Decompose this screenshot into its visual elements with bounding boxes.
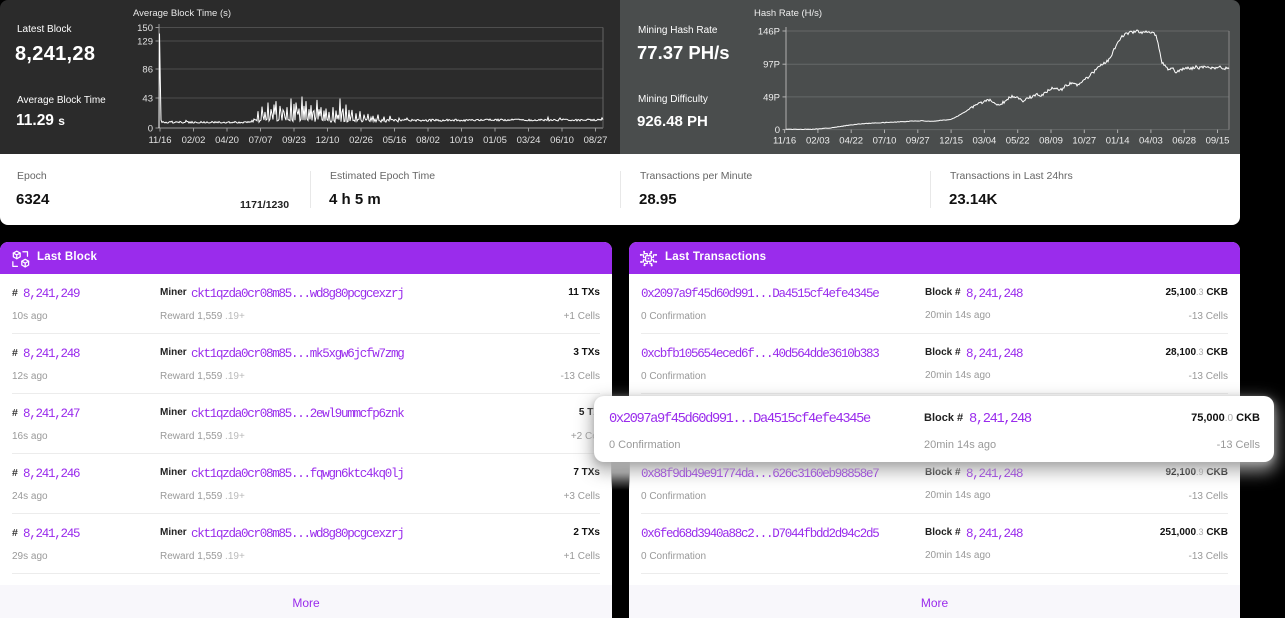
svg-text:03/24: 03/24 bbox=[517, 135, 541, 146]
svg-text:03/04: 03/04 bbox=[973, 136, 997, 147]
svg-text:09/27: 09/27 bbox=[906, 136, 930, 147]
svg-text:Hash Rate (H/s): Hash Rate (H/s) bbox=[754, 8, 822, 19]
svg-text:04/03: 04/03 bbox=[1139, 136, 1163, 147]
svg-text:04/20: 04/20 bbox=[215, 135, 239, 146]
svg-text:150: 150 bbox=[137, 23, 153, 34]
svg-text:02/02: 02/02 bbox=[182, 135, 206, 146]
svg-text:12/10: 12/10 bbox=[316, 135, 340, 146]
svg-text:12/15: 12/15 bbox=[939, 136, 963, 147]
svg-text:09/15: 09/15 bbox=[1206, 136, 1230, 147]
svg-text:86: 86 bbox=[142, 65, 153, 76]
svg-text:01/14: 01/14 bbox=[1106, 136, 1130, 147]
svg-text:01/05: 01/05 bbox=[483, 135, 507, 146]
svg-text:02/03: 02/03 bbox=[806, 136, 830, 147]
svg-text:07/07: 07/07 bbox=[249, 135, 273, 146]
svg-text:07/10: 07/10 bbox=[873, 136, 897, 147]
svg-text:10/27: 10/27 bbox=[1072, 136, 1096, 147]
svg-text:08/02: 08/02 bbox=[416, 135, 440, 146]
svg-text:10/19: 10/19 bbox=[450, 135, 474, 146]
svg-text:97P: 97P bbox=[763, 60, 780, 71]
svg-text:49P: 49P bbox=[763, 92, 780, 103]
svg-text:02/26: 02/26 bbox=[349, 135, 373, 146]
svg-text:43: 43 bbox=[142, 94, 153, 105]
svg-text:129: 129 bbox=[137, 37, 153, 48]
svg-text:09/23: 09/23 bbox=[282, 135, 306, 146]
svg-text:08/27: 08/27 bbox=[584, 135, 608, 146]
svg-text:0: 0 bbox=[148, 124, 153, 135]
svg-text:Average Block Time (s): Average Block Time (s) bbox=[133, 8, 231, 19]
svg-text:04/22: 04/22 bbox=[839, 136, 863, 147]
svg-text:05/22: 05/22 bbox=[1006, 136, 1030, 147]
svg-text:0: 0 bbox=[775, 125, 780, 136]
svg-text:11/16: 11/16 bbox=[148, 135, 171, 146]
svg-text:146P: 146P bbox=[758, 27, 780, 38]
svg-text:06/28: 06/28 bbox=[1172, 136, 1196, 147]
svg-text:05/16: 05/16 bbox=[383, 135, 407, 146]
svg-text:06/10: 06/10 bbox=[550, 135, 574, 146]
svg-text:08/09: 08/09 bbox=[1039, 136, 1063, 147]
svg-text:11/16: 11/16 bbox=[773, 136, 796, 147]
